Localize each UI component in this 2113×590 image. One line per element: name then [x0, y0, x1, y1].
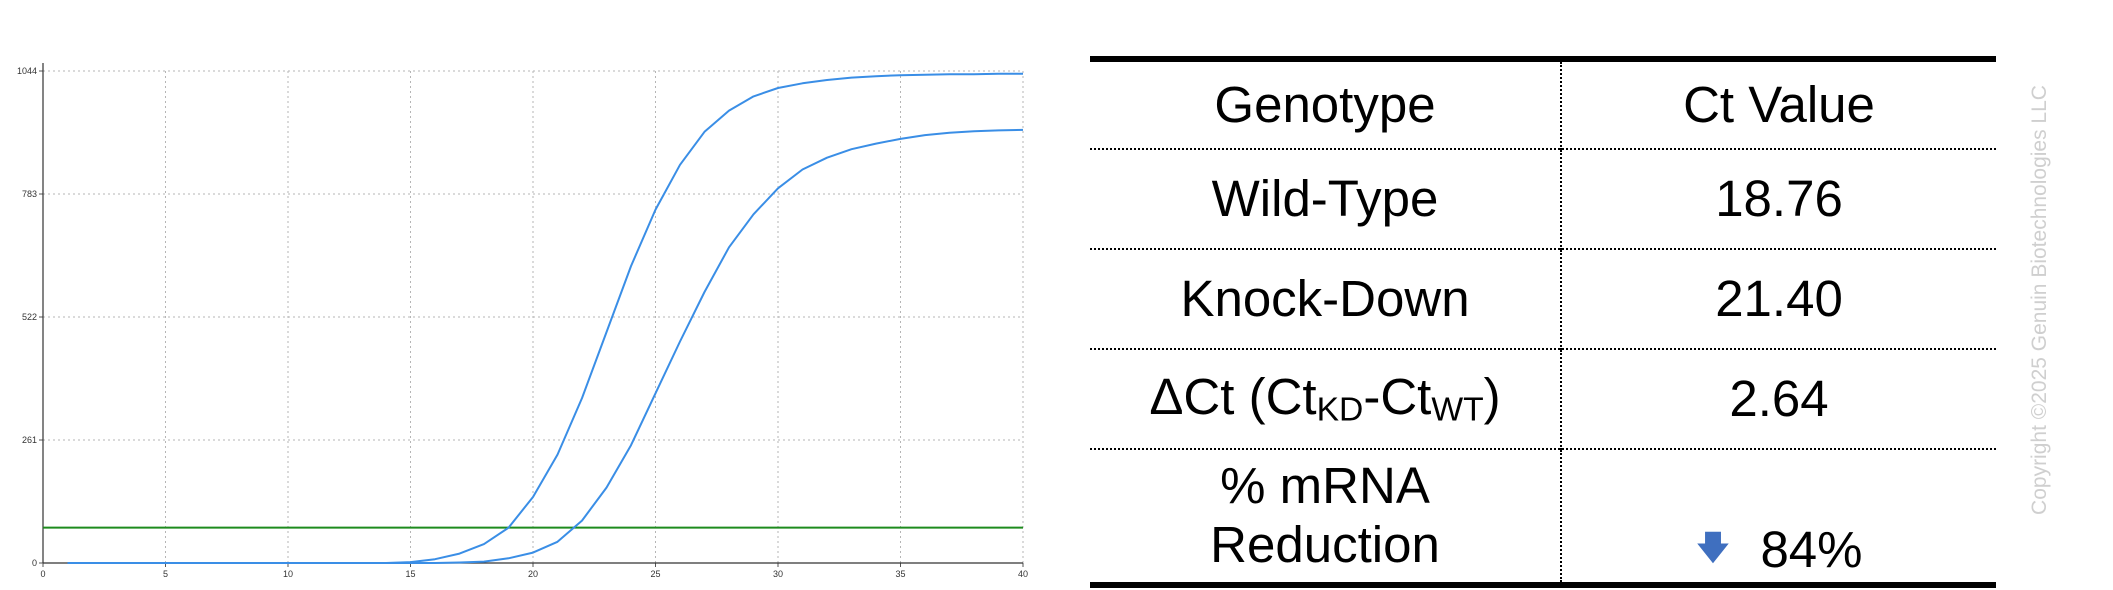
- delta-ct-value: 2.64: [1561, 348, 1996, 449]
- tick-labels: 0 5 10 15 20 25 30 35 40 0 261 522 783 1044: [17, 66, 1028, 579]
- knock-down-ct-value: 21.40: [1561, 248, 1996, 349]
- y-tick-label: 0: [32, 558, 37, 568]
- reduction-value: 84%: [1760, 521, 1863, 579]
- y-tick-label: 783: [22, 189, 37, 199]
- amplification-curve-1: [67, 72, 1023, 564]
- table-row-wild-type: Wild-Type 18.76: [1090, 148, 1996, 249]
- chart-grid: [43, 70, 1024, 563]
- delta-ct-prefix: ΔCt (Ct: [1149, 367, 1317, 425]
- table-row-reduction: % mRNA Reduction 🡇 84%: [1090, 448, 1996, 585]
- delta-ct-mid: -Ct: [1363, 367, 1432, 425]
- ct-value-header: Ct Value: [1683, 75, 1875, 133]
- genotype-header: Genotype: [1090, 59, 1562, 149]
- x-tick-label: 15: [405, 569, 415, 579]
- x-tick-label: 20: [528, 569, 538, 579]
- amplification-curves: [67, 72, 1024, 564]
- wild-type-label: Wild-Type: [1090, 148, 1562, 249]
- amplification-curve-2: [67, 128, 1024, 564]
- table-row-delta-ct: ΔCt (CtKD-CtWT) 2.64: [1090, 348, 1996, 449]
- delta-ct-sub-wt: WT: [1431, 391, 1484, 429]
- wild-type-ct-value: 18.76: [1561, 148, 1996, 249]
- chart-axes: [39, 63, 1024, 567]
- x-tick-label: 35: [895, 569, 905, 579]
- x-tick-label: 40: [1018, 569, 1028, 579]
- delta-ct-label: ΔCt (CtKD-CtWT): [1090, 348, 1562, 449]
- knock-down-label: Knock-Down: [1090, 248, 1562, 349]
- table-row-knock-down: Knock-Down 21.40: [1090, 248, 1996, 349]
- delta-ct-suffix: ): [1483, 367, 1501, 425]
- reduction-cell: 🡇 84%: [1561, 448, 1996, 585]
- ct-value-table: Genotype Ct Value Wild-Type 18.76 Knock-…: [1090, 56, 1996, 588]
- x-tick-label: 30: [773, 569, 783, 579]
- delta-ct-sub-kd: KD: [1316, 391, 1364, 429]
- x-tick-label: 0: [40, 569, 45, 579]
- y-tick-label: 1044: [17, 66, 37, 76]
- table-header-row: Genotype Ct Value: [1090, 59, 1996, 149]
- down-arrow-icon: 🡇: [1695, 528, 1731, 567]
- reduction-label-line1: % mRNA: [1220, 457, 1430, 515]
- y-tick-label: 522: [22, 312, 37, 322]
- x-tick-label: 10: [283, 569, 293, 579]
- y-tick-label: 261: [22, 435, 37, 445]
- reduction-label-line2: Reduction: [1210, 516, 1440, 573]
- x-tick-label: 25: [650, 569, 660, 579]
- reduction-label: % mRNA Reduction: [1090, 448, 1562, 585]
- x-tick-label: 5: [163, 569, 168, 579]
- amplification-chart: 0 5 10 15 20 25 30 35 40 0 261 522 783 1044: [17, 63, 1028, 579]
- copyright-notice: Copyright ©2025 Genuin Biotechnologies L…: [2028, 85, 2051, 515]
